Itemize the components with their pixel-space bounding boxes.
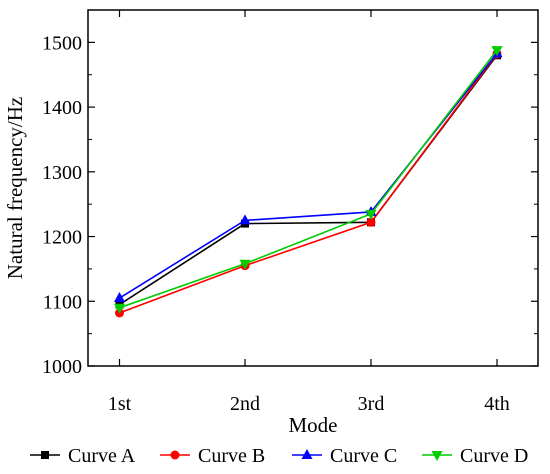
- y-tick-label-1400: 1400: [42, 97, 82, 119]
- legend: Curve A Curve B Curve C Curve D: [30, 445, 528, 467]
- series-line: [119, 54, 498, 306]
- data-point: [365, 209, 377, 220]
- legend-label: Curve C: [330, 445, 397, 467]
- data-point: [366, 217, 376, 227]
- x-axis-title: Mode: [289, 413, 338, 437]
- legend-swatch-marker: [170, 450, 180, 460]
- plot-frame: [87, 9, 539, 367]
- series-line: [119, 53, 498, 314]
- y-tick-label-1000: 1000: [42, 356, 82, 378]
- legend-item-curve-d: Curve D: [422, 445, 528, 467]
- series-layer: [114, 46, 503, 318]
- legend-label: Curve D: [460, 445, 528, 467]
- y-axis-title: Natural frequency/Hz: [3, 97, 27, 280]
- y-tick-label-1300: 1300: [42, 162, 82, 184]
- series-curve-a: [115, 51, 501, 309]
- x-tick-label-2nd: 2nd: [230, 393, 260, 415]
- legend-swatch-marker: [41, 451, 49, 459]
- x-tick-label-3rd: 3rd: [358, 393, 385, 415]
- x-tick-label-1st: 1st: [108, 393, 132, 415]
- y-tick-label-1200: 1200: [42, 227, 82, 249]
- legend-item-curve-a: Curve A: [30, 445, 136, 467]
- data-point: [114, 292, 125, 303]
- x-axis: 1st 2nd 3rd 4th: [108, 10, 510, 415]
- series-line: [119, 49, 498, 309]
- series-curve-c: [114, 47, 503, 303]
- data-point: [491, 46, 503, 57]
- legend-swatch-marker: [431, 451, 443, 461]
- legend-label: Curve B: [198, 445, 265, 467]
- legend-label: Curve A: [68, 445, 136, 467]
- data-point: [239, 259, 251, 270]
- y-tick-label-1500: 1500: [42, 32, 82, 54]
- legend-item-curve-b: Curve B: [160, 445, 265, 467]
- data-point: [114, 303, 125, 314]
- y-axis: 1000 1100 1200 1300 1400 1500: [42, 32, 538, 378]
- data-point: [239, 214, 251, 225]
- legend-swatch-marker: [301, 449, 313, 459]
- y-tick-label-1100: 1100: [43, 291, 82, 313]
- series-curve-b: [115, 49, 502, 318]
- legend-item-curve-c: Curve C: [292, 445, 397, 467]
- series-line: [119, 52, 498, 299]
- series-curve-d: [114, 46, 503, 314]
- x-tick-label-4th: 4th: [484, 393, 510, 415]
